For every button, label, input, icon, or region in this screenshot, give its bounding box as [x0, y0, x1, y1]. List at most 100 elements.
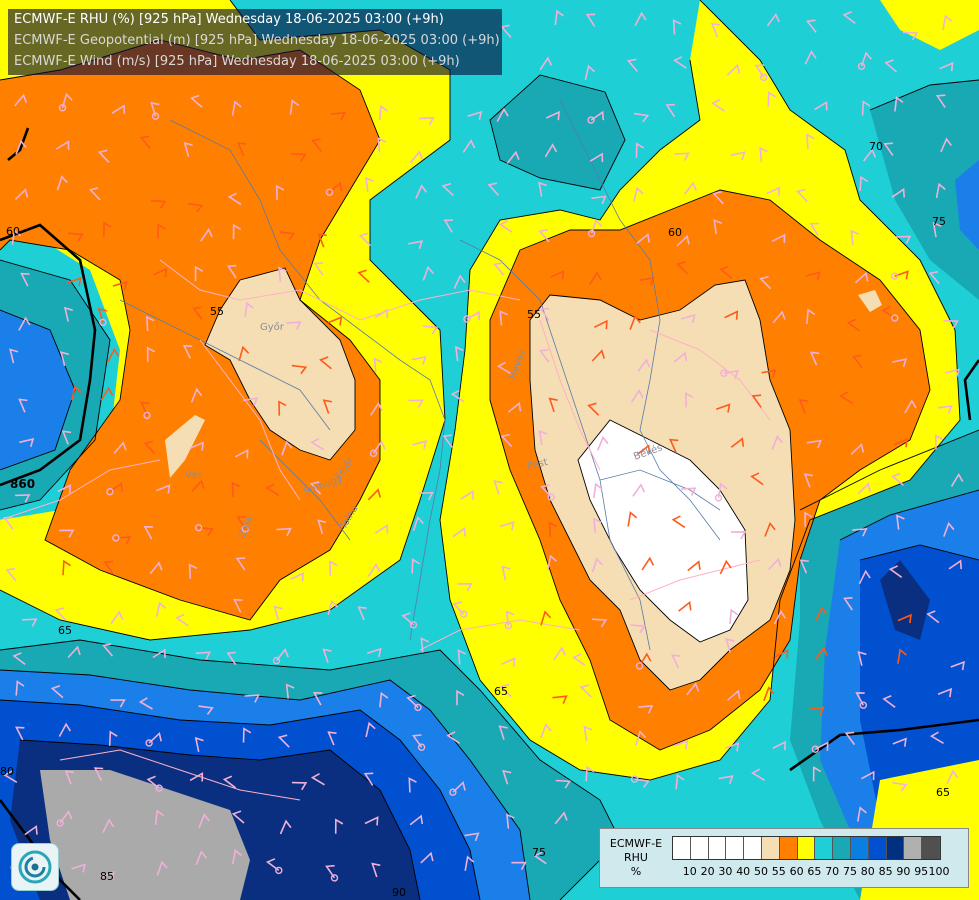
wind-barb	[804, 50, 817, 65]
wind-barb	[550, 270, 565, 280]
rhu-55-region-west	[205, 268, 355, 460]
legend-tick-label: 80	[860, 865, 875, 878]
wind-barb	[272, 647, 289, 665]
wind-barb	[852, 354, 863, 369]
wind-barb	[145, 731, 162, 747]
place-label: Győr	[260, 321, 285, 333]
wind-barb	[454, 345, 464, 362]
contour-label: 90	[392, 886, 406, 899]
wind-barb	[593, 517, 602, 533]
wind-barb	[857, 51, 872, 71]
legend-swatch	[779, 837, 798, 859]
wind-barb	[157, 223, 166, 239]
wind-barb	[811, 741, 829, 753]
wind-barb	[902, 31, 919, 41]
wind-barb	[460, 490, 474, 500]
wind-barb	[627, 511, 638, 527]
wind-barb	[93, 767, 104, 781]
wind-barb	[799, 559, 809, 574]
legend-swatch	[868, 837, 887, 859]
wind-barb	[291, 153, 307, 162]
wind-barb	[683, 181, 697, 195]
wind-barb	[453, 274, 466, 289]
legend-swatch	[744, 837, 762, 859]
wind-barb	[538, 429, 548, 446]
wind-barb	[583, 725, 593, 741]
wind-barb	[893, 437, 908, 448]
wind-barb	[420, 637, 430, 653]
wind-barb	[812, 766, 822, 782]
wind-barb	[311, 138, 323, 152]
wind-barb	[850, 443, 865, 455]
wind-barb	[107, 347, 120, 363]
wind-barb	[493, 480, 503, 495]
wind-barb	[940, 137, 952, 153]
contour-label: 75	[532, 846, 546, 859]
wind-barb	[579, 684, 592, 698]
wind-barb	[464, 832, 480, 842]
legend-swatch	[673, 837, 691, 859]
wind-barb	[408, 777, 417, 793]
wind-barb	[943, 521, 955, 537]
wind-barb	[540, 723, 552, 739]
wind-barb	[814, 100, 828, 111]
wind-barb	[226, 651, 237, 666]
wind-barb	[718, 775, 734, 785]
wind-barb	[725, 637, 735, 653]
legend-swatch	[761, 837, 780, 859]
wind-barb	[309, 481, 322, 495]
contour-label: 55	[210, 305, 224, 318]
wind-barb	[71, 863, 86, 873]
wind-barb	[277, 734, 290, 748]
wind-barb	[411, 356, 427, 365]
wind-barb	[374, 308, 389, 319]
wind-barb	[57, 484, 72, 494]
wind-barb	[234, 448, 249, 459]
wind-barb	[714, 482, 728, 502]
geopotential-title: ECMWF-E Geopotential (m) [925 hPa] Wedne…	[14, 33, 500, 48]
wind-barb	[635, 730, 647, 746]
wind-barb	[334, 818, 344, 834]
wind-barb	[772, 310, 786, 324]
wind-barb	[671, 515, 686, 529]
wind-barb	[364, 816, 379, 826]
wind-barb	[111, 104, 126, 114]
wind-barb	[59, 351, 70, 367]
wind-barb	[803, 473, 814, 488]
legend-tick-label: 55	[771, 865, 786, 878]
wind-barb	[668, 438, 679, 453]
legend-swatch	[833, 837, 851, 859]
legend-swatch	[886, 837, 905, 859]
wind-barb	[88, 187, 101, 201]
wind-barb	[112, 534, 132, 545]
wind-barb	[58, 722, 72, 737]
wind-barb	[3, 770, 18, 783]
wind-barb	[884, 59, 898, 73]
wind-barb	[680, 313, 696, 324]
wind-barb	[857, 806, 867, 822]
wind-barb	[673, 351, 688, 363]
rhu-80-region-west	[0, 310, 75, 470]
wind-barb	[317, 519, 327, 535]
wind-barb	[686, 682, 700, 696]
wind-barb	[638, 704, 654, 714]
wind-barb	[591, 557, 603, 573]
wind-barb	[857, 482, 872, 495]
wind-barb	[890, 270, 909, 280]
wind-barb	[937, 687, 953, 698]
wind-barb	[771, 435, 784, 450]
legend-tick-label: 50	[754, 865, 768, 878]
wind-barb	[767, 91, 777, 107]
wind-barb	[499, 683, 512, 698]
wind-barb	[313, 262, 324, 276]
wind-barb	[327, 599, 339, 616]
wind-barb	[149, 561, 163, 575]
wind-barb	[464, 855, 475, 871]
wind-barb	[194, 524, 214, 537]
wind-barb	[768, 557, 782, 570]
wind-barb	[369, 440, 386, 457]
wind-barb	[724, 742, 740, 752]
wind-barb	[11, 229, 22, 245]
wind-barb	[630, 775, 650, 788]
